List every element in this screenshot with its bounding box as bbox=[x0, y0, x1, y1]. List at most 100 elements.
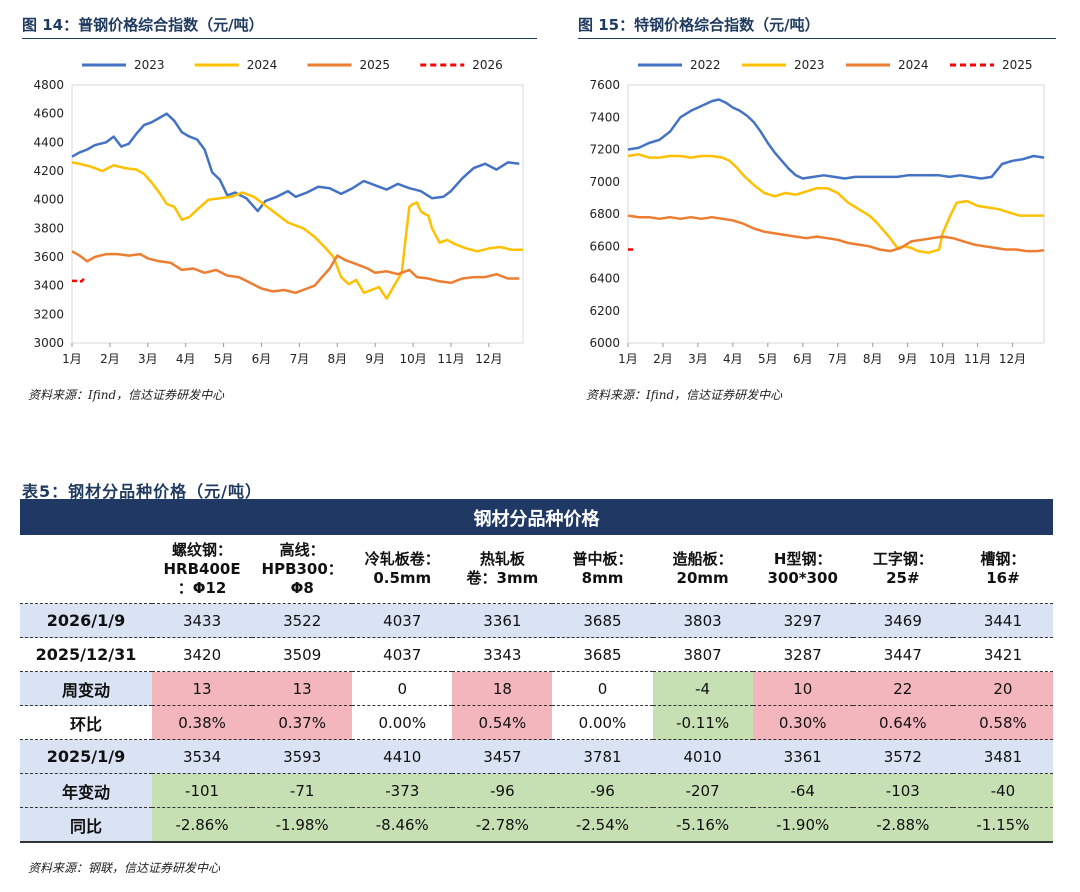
table-cell: 3522 bbox=[252, 603, 353, 638]
legend-label: 2025 bbox=[1002, 58, 1033, 72]
column-header-line: 普中板： bbox=[572, 550, 633, 568]
table-banner: 钢材分品种价格 bbox=[20, 499, 1053, 535]
x-tick-label: 2月 bbox=[653, 352, 673, 366]
row-label: 周变动 bbox=[20, 671, 152, 706]
y-tick-label: 7600 bbox=[589, 78, 620, 92]
column-header-line: HRB400E bbox=[163, 559, 241, 578]
plot-area bbox=[71, 84, 524, 344]
series-line-2025 bbox=[71, 250, 520, 295]
legend-label: 2025 bbox=[360, 58, 391, 72]
table-cell: 0.30% bbox=[752, 705, 853, 740]
table-row: 2025/1/9 3534 3593 4410 3457 3781 4010 3361 3572… bbox=[20, 739, 1053, 774]
table-cell: -40 bbox=[952, 773, 1053, 808]
y-tick-label: 3200 bbox=[33, 307, 64, 321]
table-cell: 0.58% bbox=[952, 705, 1053, 740]
table-cell: -2.86% bbox=[152, 807, 253, 843]
column-header-line: 16# bbox=[986, 569, 1020, 587]
table-cell: 3447 bbox=[852, 637, 953, 672]
row-label: 年变动 bbox=[20, 773, 152, 808]
series-line-2023 bbox=[627, 153, 1044, 254]
table-cell: 3433 bbox=[152, 603, 253, 638]
table-cell: 3593 bbox=[252, 739, 353, 774]
y-tick-label: 6800 bbox=[589, 207, 620, 221]
table-cell: 10 bbox=[752, 671, 853, 706]
x-tick-label: 3月 bbox=[688, 352, 708, 366]
table-header-row: 螺纹钢： HRB400E ：Φ12 高线： HPB300： Φ8 冷轧板卷： 0.5mm 热轧板… bbox=[20, 535, 1053, 604]
x-tick-label: 2月 bbox=[100, 352, 120, 366]
column-header-line: 螺纹钢： bbox=[172, 540, 233, 559]
legend-label: 2022 bbox=[690, 58, 721, 72]
column-header-line: 工字钢： bbox=[872, 550, 933, 568]
table-cell: 4010 bbox=[652, 739, 753, 774]
figure-14-source: 资料来源：Ifind，信达证券研发中心 bbox=[28, 388, 225, 402]
table-cell: 13 bbox=[152, 671, 253, 706]
x-tick-label: 1月 bbox=[62, 352, 82, 366]
table-cell: 3420 bbox=[152, 637, 253, 672]
table-cell: 3469 bbox=[852, 603, 953, 638]
table-cell: 0.64% bbox=[852, 705, 953, 740]
table-cell: -64 bbox=[752, 773, 853, 808]
series-line-2022 bbox=[627, 98, 1045, 180]
x-tick-label: 7月 bbox=[290, 352, 310, 366]
table-cell: 3803 bbox=[652, 603, 753, 638]
y-tick-label: 6200 bbox=[589, 304, 620, 318]
x-tick-label: 12月 bbox=[475, 352, 502, 366]
column-header: 槽钢： 16# bbox=[952, 535, 1053, 604]
figure-14-title: 图 14：普钢价格综合指数（元/吨） bbox=[22, 14, 537, 39]
x-tick-label: 10月 bbox=[929, 352, 956, 366]
column-header-line: HPB300： bbox=[261, 559, 343, 578]
table-cell: -71 bbox=[252, 773, 353, 808]
x-tick-label: 1月 bbox=[618, 352, 638, 366]
table-row: 周变动 13 13 0 18 0 -4 10 22 20 bbox=[20, 671, 1053, 706]
header-blank bbox=[20, 535, 152, 604]
table-cell: -96 bbox=[552, 773, 653, 808]
y-tick-label: 3800 bbox=[33, 221, 64, 235]
y-tick-label: 6600 bbox=[589, 239, 620, 253]
table-cell: 0 bbox=[352, 671, 453, 706]
table-row: 2026/1/9 3433 3522 4037 3361 3685 3803 3297 3469… bbox=[20, 603, 1053, 638]
column-header: 高线： HPB300： Φ8 bbox=[252, 535, 353, 604]
table-cell: 22 bbox=[852, 671, 953, 706]
y-tick-label: 6400 bbox=[589, 272, 620, 286]
x-tick-label: 3月 bbox=[138, 352, 158, 366]
table-cell: -1.15% bbox=[952, 807, 1053, 843]
table-cell: 4037 bbox=[352, 637, 453, 672]
table-cell: 3297 bbox=[752, 603, 853, 638]
table-cell: 3421 bbox=[952, 637, 1053, 672]
y-tick-label: 4600 bbox=[33, 107, 64, 121]
column-header: 热轧板 卷：3mm bbox=[452, 535, 553, 604]
column-header: 造船板： 20mm bbox=[652, 535, 753, 604]
row-label: 2025/1/9 bbox=[20, 739, 152, 774]
column-header-line: Φ8 bbox=[290, 578, 314, 597]
column-header-line: 8mm bbox=[581, 569, 624, 587]
column-header-line: 热轧板 bbox=[479, 550, 525, 568]
table-cell: -2.88% bbox=[852, 807, 953, 843]
y-tick-label: 4000 bbox=[33, 193, 64, 207]
legend-label: 2024 bbox=[247, 58, 278, 72]
table-cell: -5.16% bbox=[652, 807, 753, 843]
table-cell: 3807 bbox=[652, 637, 753, 672]
table-cell: 18 bbox=[452, 671, 553, 706]
table-row: 同比 -2.86% -1.98% -8.46% -2.78% -2.54% -5.16% -1… bbox=[20, 807, 1053, 843]
y-tick-label: 4200 bbox=[33, 164, 64, 178]
steel-index-chart: 3000 3200 3400 3600 3800 4000 4200 4400 4600 4800… bbox=[33, 58, 524, 366]
table-cell: 13 bbox=[252, 671, 353, 706]
legend-label: 2023 bbox=[134, 58, 165, 72]
y-tick-label: 4400 bbox=[33, 135, 64, 149]
column-header: 普中板： 8mm bbox=[552, 535, 653, 604]
y-tick-label: 3400 bbox=[33, 279, 64, 293]
table-cell: 0.38% bbox=[152, 705, 253, 740]
table-cell: 0.00% bbox=[352, 705, 453, 740]
row-label: 同比 bbox=[20, 807, 152, 843]
column-header: 冷轧板卷： 0.5mm bbox=[352, 535, 453, 604]
table-cell: 0.37% bbox=[252, 705, 353, 740]
table-cell: 0.00% bbox=[552, 705, 653, 740]
x-tick-label: 4月 bbox=[723, 352, 743, 366]
table-cell: -2.54% bbox=[552, 807, 653, 843]
table-cell: 3361 bbox=[452, 603, 553, 638]
table-cell: 3534 bbox=[152, 739, 253, 774]
x-tick-label: 9月 bbox=[365, 352, 385, 366]
y-tick-label: 7200 bbox=[589, 143, 620, 157]
table-cell: -1.98% bbox=[252, 807, 353, 843]
x-tick-label: 7月 bbox=[828, 352, 848, 366]
